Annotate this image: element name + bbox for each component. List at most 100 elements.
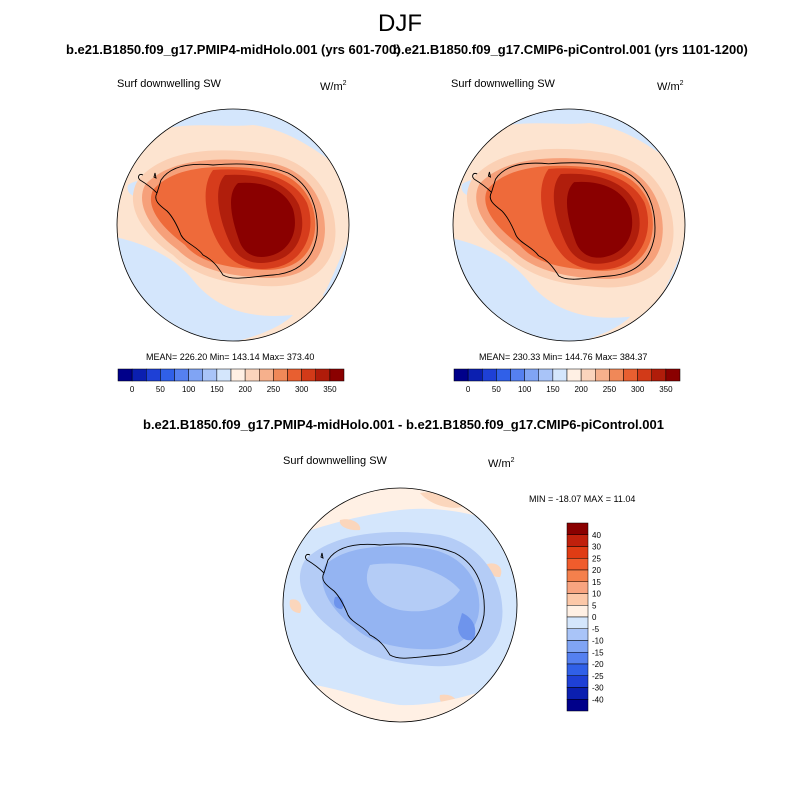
colorbar-tick-label: 150 [546,385,560,394]
colorbar-tick-label: 250 [603,385,617,394]
colorbar-swatch [244,368,260,382]
colorbar-swatch [566,569,589,582]
colorbar-swatch [566,675,589,688]
colorbar-tick-label: -30 [592,684,604,693]
panel-2-field-label: Surf downwelling SW [451,78,555,90]
colorbar-swatch [467,368,483,382]
colorbar-tick-label: 300 [631,385,645,394]
colorbar-swatch [566,663,589,676]
colorbar-swatch [160,368,175,382]
colorbar-swatch [566,522,589,535]
colorbar-swatch [566,687,589,700]
colorbar-swatch [566,534,589,547]
colorbar-swatch [566,581,589,594]
colorbar-tick-label: 15 [592,578,601,587]
colorbar-tick-label: 150 [210,385,224,394]
colorbar-tick-label: 0 [592,613,597,622]
colorbar-tick-label: 5 [592,601,597,610]
colorbar-swatch [566,616,589,629]
colorbar-swatch [566,558,589,571]
colorbar-swatch [188,368,203,382]
colorbar-tick-label: 40 [592,531,601,540]
colorbar-tick-label: 200 [574,385,588,394]
colorbar-tick-label: 10 [592,590,601,599]
colorbar-swatch [216,368,232,382]
panel-1-field-label: Surf downwelling SW [117,78,221,90]
colorbar-tick-label: 100 [518,385,532,394]
panel-3-title: b.e21.B1850.f09_g17.PMIP4-midHolo.001 - … [143,417,664,432]
colorbar-swatch [259,368,274,382]
colorbar-tick-label: 300 [295,385,309,394]
panel-1-title: b.e21.B1850.f09_g17.PMIP4-midHolo.001 (y… [66,42,401,57]
colorbar-swatch [131,368,147,382]
colorbar-tick-label: 250 [267,385,281,394]
map-panel-1 [116,108,350,342]
panel-2-units: W/m2 [657,80,684,93]
map-1-border [116,108,350,342]
colorbar-tick-label: 20 [592,566,601,575]
colorbar-swatch [174,368,189,382]
colorbar-swatch [117,368,133,382]
colorbar-swatch [301,368,316,382]
panel-2-title: b.e21.B1850.f09_g17.CMIP6-piControl.001 … [393,42,748,57]
colorbar-swatch [651,368,667,382]
colorbar-swatch [230,368,246,382]
colorbar-swatch [580,368,596,382]
colorbar-tick-label: 200 [238,385,252,394]
colorbar-tick-label: 100 [182,385,196,394]
colorbar-swatch [665,368,681,382]
colorbar-swatch [453,368,469,382]
colorbar-swatch [566,593,589,606]
colorbar-swatch [202,368,218,382]
colorbar-swatch [566,652,589,665]
colorbar-tick-label: 30 [592,543,601,552]
panel-2-stats: MEAN= 230.33 Min= 144.76 Max= 384.37 [479,352,648,362]
colorbar-tick-label: 0 [466,385,471,394]
panel-3-field-label: Surf downwelling SW [283,455,387,467]
colorbar-swatch [609,368,624,382]
map-2-border [452,108,686,342]
colorbar-swatch [552,368,568,382]
colorbar-swatch [595,368,610,382]
main-title: DJF [378,10,422,37]
map-panel-3 [282,487,518,723]
colorbar-tick-label: 25 [592,554,601,563]
colorbar-tick-label: -40 [592,695,604,704]
colorbar-tick-label: -15 [592,648,604,657]
colorbar-swatch [315,368,331,382]
colorbar-swatch [623,368,638,382]
panel-1-stats: MEAN= 226.20 Min= 143.14 Max= 373.40 [146,352,315,362]
colorbar-tick-label: -20 [592,660,604,669]
colorbar-tick-label: 350 [323,385,337,394]
colorbar-tick-label: 0 [130,385,135,394]
colorbar-swatch [287,368,302,382]
colorbar-swatch [496,368,511,382]
colorbar-tick-label: -10 [592,637,604,646]
colorbar-swatch [146,368,161,382]
colorbar-swatch [482,368,497,382]
panel-3-units: W/m2 [488,457,515,470]
colorbar-swatch [524,368,539,382]
colorbar-swatch [566,640,589,653]
colorbar-swatch [510,368,525,382]
colorbar-swatch [329,368,345,382]
colorbar-swatch [566,699,589,712]
colorbar-tick-label: 50 [156,385,165,394]
colorbar-swatch [538,368,554,382]
colorbar-swatch [566,628,589,641]
colorbar-swatch [566,368,582,382]
colorbar-panel-2: 0 50 100 150 200 250 300 350 [453,368,681,394]
colorbar-swatch [566,546,589,559]
panel-1-units: W/m2 [320,80,347,93]
colorbar-tick-label: 350 [659,385,673,394]
colorbar-panel-1: 0 50 100 150 200 250 300 350 [117,368,345,394]
map-panel-2 [452,108,686,342]
panel-3-stats: MIN = -18.07 MAX = 11.04 [529,494,636,504]
colorbar-tick-label: 50 [492,385,501,394]
colorbar-panel-3: 40 30 25 20 15 10 5 0 -5 -10 -15 -20 -25 -30 -40 [566,522,604,712]
map-3-border [282,487,518,723]
colorbar-tick-label: -25 [592,672,604,681]
colorbar-swatch [637,368,652,382]
colorbar-swatch [566,605,589,618]
